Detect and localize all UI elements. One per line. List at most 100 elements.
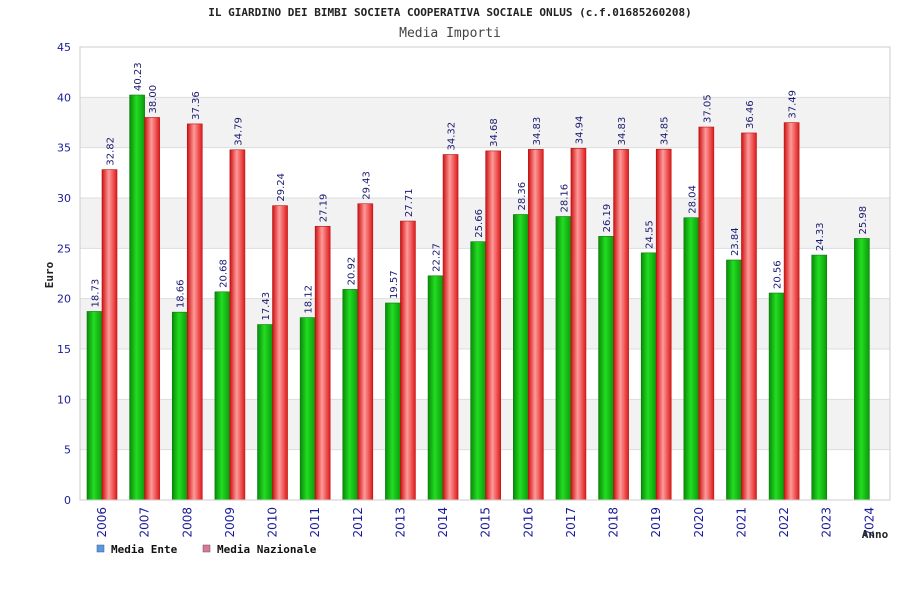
y-tick-label: 15 bbox=[57, 343, 71, 356]
data-label: 18.66 bbox=[176, 280, 187, 309]
legend-swatch bbox=[96, 544, 105, 553]
data-label: 29.24 bbox=[276, 173, 287, 202]
bar-media-ente bbox=[427, 275, 444, 501]
y-tick-labels: 0 5 10 15 20 25 30 35 40 45 bbox=[57, 41, 71, 507]
data-label: 18.73 bbox=[91, 279, 102, 308]
data-label: 29.43 bbox=[361, 171, 372, 200]
bar-media-nazionale bbox=[144, 117, 160, 501]
x-tick-label: 2009 bbox=[223, 507, 237, 538]
bar-media-nazionale bbox=[400, 220, 416, 501]
y-tick-label: 40 bbox=[57, 91, 71, 104]
bar-media-nazionale bbox=[357, 203, 374, 501]
data-label: 24.55 bbox=[645, 220, 656, 249]
bar-media-ente bbox=[811, 254, 828, 501]
y-tick-label: 35 bbox=[57, 142, 71, 155]
data-label: 36.46 bbox=[745, 100, 756, 129]
data-label: 28.36 bbox=[517, 182, 528, 211]
plot-frame bbox=[79, 46, 891, 501]
data-label: 34.83 bbox=[617, 117, 628, 146]
data-label: 34.32 bbox=[447, 122, 458, 151]
data-label: 37.36 bbox=[191, 91, 202, 120]
x-tick-label: 2008 bbox=[180, 507, 194, 538]
x-tick-label: 2015 bbox=[479, 507, 493, 538]
bar-media-nazionale bbox=[613, 149, 629, 501]
x-tick-label: 2018 bbox=[607, 507, 621, 538]
y-tick-label: 45 bbox=[57, 41, 71, 54]
bar-media-nazionale bbox=[314, 225, 331, 501]
data-label: 37.49 bbox=[788, 90, 799, 119]
bar-media-ente bbox=[214, 291, 231, 501]
bar-media-ente bbox=[385, 302, 401, 501]
y-tick-label: 25 bbox=[57, 242, 71, 255]
x-tick-label: 2021 bbox=[734, 507, 748, 538]
bar-media-ente bbox=[513, 214, 529, 501]
data-label: 34.85 bbox=[660, 117, 671, 146]
bar-media-ente bbox=[86, 311, 103, 501]
x-tick-label: 2023 bbox=[820, 507, 834, 538]
data-label: 24.33 bbox=[815, 222, 826, 251]
bar-media-nazionale bbox=[485, 150, 501, 501]
data-label: 22.27 bbox=[432, 243, 443, 272]
data-label: 34.94 bbox=[574, 116, 585, 145]
bar-media-ente bbox=[342, 289, 359, 501]
x-tick-label: 2019 bbox=[649, 507, 663, 538]
bar-media-ente bbox=[854, 238, 870, 501]
bar-media-ente bbox=[470, 241, 486, 501]
x-tick-label: 2011 bbox=[308, 507, 322, 538]
x-tick-label: 2010 bbox=[266, 507, 280, 538]
bar-media-ente bbox=[768, 292, 785, 501]
bar-media-ente bbox=[299, 317, 316, 501]
data-labels: 18.73 40.23 18.66 20.68 17.43 18.12 20.92 19.57… bbox=[91, 62, 869, 320]
bars bbox=[86, 94, 870, 501]
chart-title: IL GIARDINO DEI BIMBI SOCIETA COOPERATIV… bbox=[208, 6, 691, 19]
bar-media-nazionale bbox=[741, 132, 757, 501]
x-tick-label: 2017 bbox=[564, 507, 578, 538]
data-label: 37.05 bbox=[702, 94, 713, 123]
bar-media-nazionale bbox=[442, 154, 459, 501]
legend-label: Media Nazionale bbox=[217, 543, 317, 556]
data-label: 25.66 bbox=[474, 209, 485, 238]
data-label: 25.98 bbox=[858, 206, 869, 235]
data-label: 17.43 bbox=[261, 292, 272, 321]
data-label: 20.92 bbox=[346, 257, 357, 286]
legend-swatch bbox=[202, 544, 211, 553]
x-tick-label: 2007 bbox=[138, 507, 152, 538]
data-label: 20.56 bbox=[773, 260, 784, 289]
y-tick-label: 20 bbox=[57, 293, 71, 306]
data-label: 28.16 bbox=[559, 184, 570, 213]
bar-media-ente bbox=[257, 324, 273, 501]
y-tick-label: 30 bbox=[57, 192, 71, 205]
bar-media-nazionale bbox=[229, 149, 246, 501]
data-label: 18.12 bbox=[304, 285, 315, 314]
bar-media-ente bbox=[555, 216, 572, 501]
bar-media-nazionale bbox=[783, 122, 800, 501]
y-axis-label: Euro bbox=[43, 261, 56, 288]
data-label: 32.82 bbox=[106, 137, 117, 166]
data-label: 38.00 bbox=[148, 85, 159, 114]
bar-media-ente bbox=[683, 217, 700, 501]
data-label: 34.68 bbox=[489, 118, 500, 147]
data-label: 26.19 bbox=[602, 204, 613, 233]
x-tick-label: 2006 bbox=[95, 507, 109, 538]
data-label: 34.79 bbox=[233, 117, 244, 146]
legend: Media Ente Media Nazionale bbox=[96, 543, 317, 556]
data-label: 28.04 bbox=[687, 185, 698, 214]
axes bbox=[79, 46, 891, 501]
x-axis-label: Anno bbox=[862, 528, 889, 541]
x-tick-label: 2014 bbox=[436, 507, 450, 538]
bar-media-ente bbox=[726, 259, 742, 501]
bar-media-nazionale bbox=[186, 123, 203, 501]
x-tick-label: 2013 bbox=[393, 507, 407, 538]
data-label: 23.84 bbox=[730, 227, 741, 256]
legend-label: Media Ente bbox=[111, 543, 178, 556]
grid-band bbox=[80, 47, 890, 98]
data-label: 34.83 bbox=[532, 117, 543, 146]
chart-subtitle: Media Importi bbox=[399, 26, 501, 41]
x-tick-labels: 2006 2007 2008 2009 2010 2011 2012 2013 2014 2015… bbox=[95, 507, 876, 538]
bar-media-nazionale bbox=[655, 148, 672, 501]
data-label: 20.68 bbox=[218, 259, 229, 288]
data-label: 19.57 bbox=[389, 270, 400, 299]
bar-media-nazionale bbox=[528, 149, 544, 501]
x-tick-label: 2016 bbox=[521, 507, 535, 538]
